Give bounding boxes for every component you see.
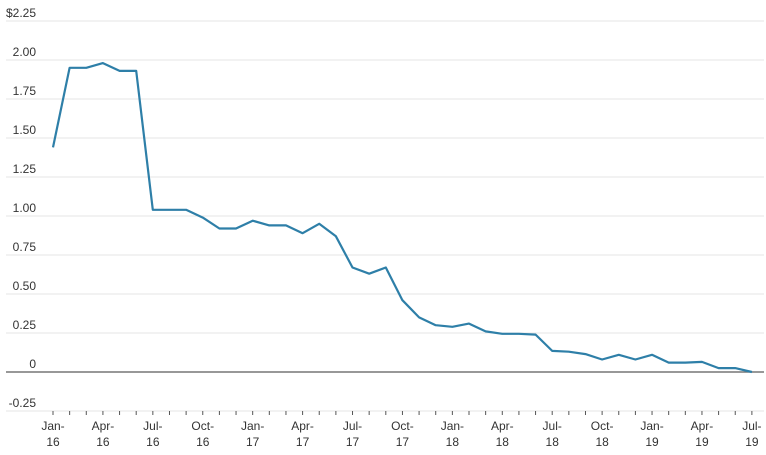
x-tick-label-year: 16 — [146, 435, 160, 449]
y-axis-labels: $2.25 2.00 1.75 1.50 1.25 1.00 0.75 0.50 0.25 0 -0… — [6, 6, 36, 410]
series-line-price — [51, 61, 753, 374]
series-layer — [51, 61, 753, 374]
x-tick-label-year: 19 — [695, 435, 709, 449]
x-tick-label-month: Jul- — [343, 419, 362, 433]
gridlines — [6, 20, 764, 412]
y-tick-label: 1.75 — [13, 84, 37, 98]
x-tick-label-year: 17 — [296, 435, 310, 449]
x-tick-label-year: 17 — [246, 435, 260, 449]
x-tick-label-year: 18 — [496, 435, 510, 449]
x-tick-label-year: 17 — [396, 435, 410, 449]
x-tick-label-year: 18 — [546, 435, 560, 449]
y-tick-label: 1.50 — [13, 123, 37, 137]
x-tick-label-year: 19 — [645, 435, 659, 449]
x-tick-label-month: Jul- — [543, 419, 562, 433]
x-tick-label-month: Apr- — [691, 419, 714, 433]
x-tick-label-month: Jul- — [742, 419, 761, 433]
y-tick-label: 2.00 — [13, 45, 37, 59]
x-tick-label-year: 18 — [595, 435, 609, 449]
y-tick-label: 0.25 — [13, 318, 37, 332]
y-tick-label: 0 — [29, 357, 36, 371]
y-tick-label: 0.50 — [13, 279, 37, 293]
y-tick-label: 1.25 — [13, 162, 37, 176]
x-axis: Jan- 16 Apr- 16 Jul- 16 Oct- 16 Jan- 17 Apr- 17 Jul-… — [41, 411, 762, 449]
x-tick-label-year: 18 — [446, 435, 460, 449]
x-tick-label-year: 19 — [745, 435, 759, 449]
y-tick-label: -0.25 — [9, 396, 37, 410]
x-tick-label-month: Jan- — [640, 419, 663, 433]
y-tick-label: $2.25 — [6, 6, 36, 20]
x-tick-label-month: Jan- — [41, 419, 64, 433]
x-tick-label-month: Apr- — [291, 419, 314, 433]
x-tick-label-month: Apr- — [92, 419, 115, 433]
x-tick-label-month: Jan- — [241, 419, 264, 433]
y-tick-label: 1.00 — [13, 201, 37, 215]
x-tick-label-month: Apr- — [491, 419, 514, 433]
x-tick-label-month: Oct- — [591, 419, 614, 433]
x-tick-label-month: Jul- — [143, 419, 162, 433]
x-tick-label-year: 17 — [346, 435, 360, 449]
x-tick-label-month: Oct- — [191, 419, 214, 433]
x-tick-label-year: 16 — [46, 435, 60, 449]
x-tick-label-year: 16 — [196, 435, 210, 449]
y-tick-label: 0.75 — [13, 240, 37, 254]
x-tick-label-month: Oct- — [391, 419, 414, 433]
x-tick-label-month: Jan- — [441, 419, 464, 433]
x-tick-label-year: 16 — [96, 435, 110, 449]
